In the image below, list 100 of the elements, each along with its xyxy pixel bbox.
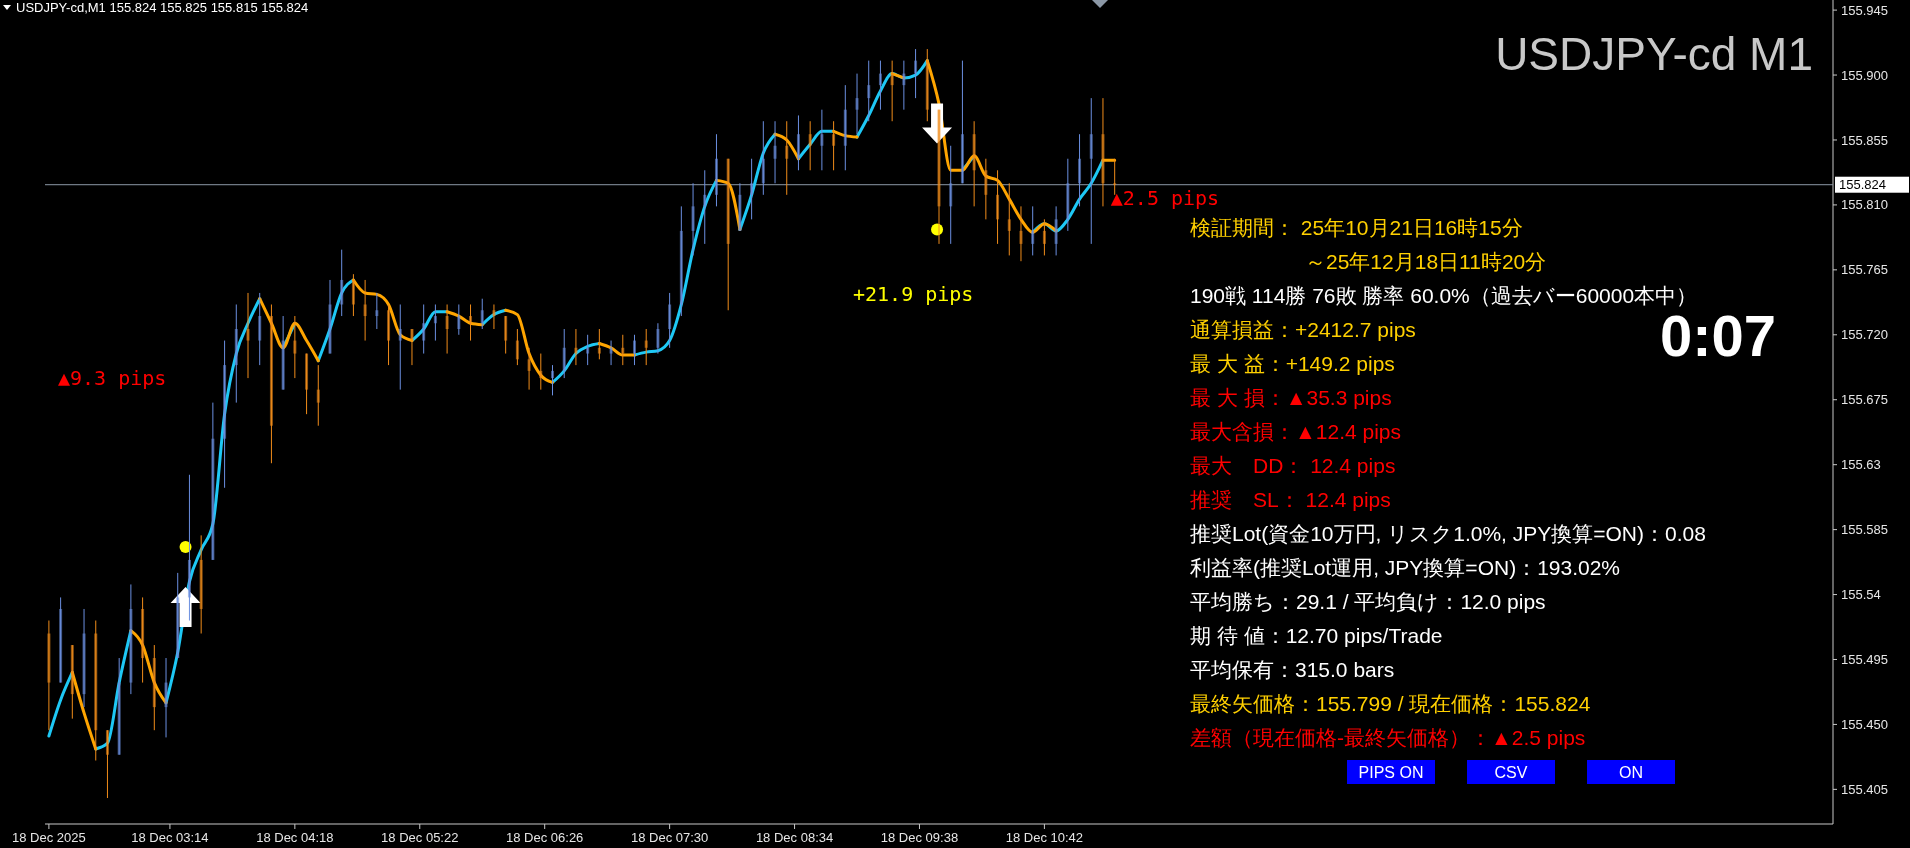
candlestick xyxy=(902,60,906,111)
candlestick xyxy=(1019,205,1023,262)
candlestick xyxy=(211,402,215,561)
annotation: ～25年12月18日11時20分 xyxy=(1305,250,1547,274)
candlestick xyxy=(925,48,929,122)
y-tick-label: 155.495 xyxy=(1841,652,1888,668)
candlestick xyxy=(398,303,402,391)
candlestick xyxy=(141,596,145,684)
candlestick xyxy=(105,729,109,799)
annotation: PIPS ON xyxy=(1358,763,1424,781)
candlestick xyxy=(269,303,273,464)
candlestick xyxy=(258,292,262,366)
candlestick xyxy=(117,657,121,756)
candlestick xyxy=(679,205,683,317)
candlestick xyxy=(480,298,484,330)
y-tick-label: 155.765 xyxy=(1841,262,1888,278)
candlestick xyxy=(937,109,941,245)
candlestick xyxy=(164,657,168,738)
candlestick xyxy=(972,120,976,207)
candlestick xyxy=(70,644,74,720)
annotation: 最大 DD： 12.4 pips xyxy=(1190,454,1396,478)
candlestick xyxy=(1078,133,1082,207)
candlestick xyxy=(351,273,355,317)
candlestick xyxy=(234,303,238,404)
candlestick xyxy=(738,182,742,232)
candlestick xyxy=(574,328,578,366)
annotation: 平均勝ち：29.1 / 平均負け：12.0 pips xyxy=(1190,590,1546,614)
annotation: +21.9 pips xyxy=(853,282,974,306)
candlestick xyxy=(223,340,227,489)
candlestick xyxy=(1066,158,1070,232)
candlestick xyxy=(469,303,473,342)
y-tick-label: 155.945 xyxy=(1841,2,1888,18)
candlestick xyxy=(656,322,660,355)
text: USDJPY-cd M1 xyxy=(1495,28,1813,80)
candlestick xyxy=(843,84,847,171)
candlestick xyxy=(867,60,871,122)
annotation: ▲9.3 pips xyxy=(58,366,167,390)
candlestick xyxy=(422,303,426,355)
y-tick-label: 155.585 xyxy=(1841,522,1888,538)
x-tick-label: 18 Dec 09:38 xyxy=(880,830,959,845)
candlestick xyxy=(632,334,636,366)
candlestick xyxy=(668,292,672,349)
candlestick xyxy=(59,596,63,684)
candlestick xyxy=(949,145,953,245)
candlestick xyxy=(855,73,859,135)
candlestick xyxy=(621,334,625,366)
y-tick-label: 155.63 xyxy=(1841,457,1881,473)
candlestick xyxy=(387,303,391,366)
annotation: ON xyxy=(1619,763,1643,781)
candlestick xyxy=(644,328,648,366)
candlestick xyxy=(878,60,882,111)
candlestick xyxy=(726,158,730,311)
y-tick-label: 155.720 xyxy=(1841,327,1888,343)
candlestick xyxy=(773,120,777,184)
candlestick xyxy=(551,364,555,396)
candlestick xyxy=(515,328,519,366)
annotation: 差額（現在価格-最終矢価格）：▲2.5 pips xyxy=(1190,726,1586,750)
candlestick xyxy=(1031,205,1035,256)
candlestick xyxy=(293,315,297,379)
candlestick xyxy=(1101,97,1105,207)
y-tick-label: 155.900 xyxy=(1841,67,1888,83)
candlestick xyxy=(1042,218,1046,256)
candlestick xyxy=(691,182,695,256)
annotation: 検証期間： 25年10月21日16時15分 xyxy=(1190,216,1523,240)
x-tick-label: 18 Dec 04:18 xyxy=(256,830,334,845)
candlestick xyxy=(714,133,718,207)
candlestick xyxy=(504,315,508,355)
candlestick xyxy=(363,279,367,342)
x-tick-label: 18 Dec 03:14 xyxy=(131,830,209,845)
candlestick xyxy=(1054,205,1058,256)
y-tick-label: 155.450 xyxy=(1841,716,1888,732)
candlestick xyxy=(328,279,332,355)
candlestick xyxy=(539,353,543,391)
candlestick xyxy=(785,120,789,196)
candlestick xyxy=(609,340,613,366)
annotation: 最終矢価格：155.799 / 現在価格：155.824 xyxy=(1190,692,1591,716)
candlestick xyxy=(1089,97,1093,245)
candlestick xyxy=(445,303,449,355)
candlestick xyxy=(82,608,86,708)
candlestick xyxy=(340,249,344,317)
x-tick-label: 18 Dec 06:26 xyxy=(506,830,584,845)
candlestick xyxy=(316,364,320,427)
candlestick xyxy=(129,583,133,695)
candlestick xyxy=(410,328,414,366)
candlestick xyxy=(761,120,765,196)
y-tick-label: 155.405 xyxy=(1841,781,1888,797)
x-tick-label: 18 Dec 08:34 xyxy=(755,830,834,845)
candlestick xyxy=(832,120,836,171)
y-tick-label: 155.855 xyxy=(1841,132,1888,148)
annotation: 推奨 SL： 12.4 pips xyxy=(1190,488,1391,512)
annotation: 最 大 損：▲35.3 pips xyxy=(1190,386,1392,410)
annotation: 期 待 値：12.70 pips/Trade xyxy=(1190,624,1443,648)
annotation: 平均保有：315.0 bars xyxy=(1190,658,1395,682)
chart-subtitle: USDJPY-cd,M1 155.824 155.825 155.815 155.824 xyxy=(16,0,309,15)
candlestick xyxy=(47,620,51,731)
x-tick-label: 18 Dec 05:22 xyxy=(381,830,459,845)
annotation: CSV xyxy=(1494,763,1528,781)
candlestick xyxy=(984,158,988,220)
candlestick xyxy=(152,644,156,731)
annotation: 推奨Lot(資金10万円, リスク1.0%, JPY換算=ON)：0.08 xyxy=(1190,522,1706,546)
